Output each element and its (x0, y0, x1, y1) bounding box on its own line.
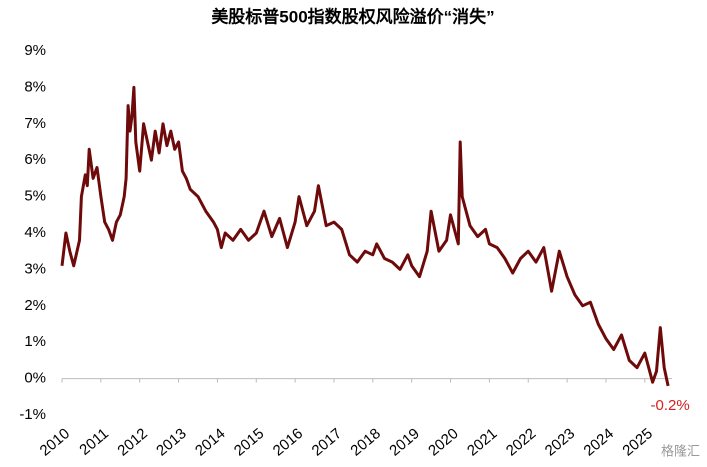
chart-title: 美股标普500指数股权风险溢价“消失” (211, 6, 494, 26)
watermark: 格隆汇 (661, 443, 700, 458)
x-tick-label: 2025 (619, 425, 655, 459)
x-tick-label: 2014 (192, 425, 228, 459)
x-tick-label: 2024 (581, 425, 617, 459)
y-tick-label: 1% (24, 333, 46, 350)
y-tick-label: 5% (24, 188, 46, 205)
x-tick-label: 2012 (114, 425, 150, 459)
y-tick-label: 3% (24, 260, 46, 277)
x-tick-label: 2011 (76, 425, 112, 459)
x-tick-label: 2023 (542, 425, 578, 459)
y-tick-label: 2% (24, 297, 46, 314)
x-tick-label: 2020 (425, 425, 461, 459)
y-tick-label: -1% (19, 406, 46, 423)
y-tick-label: 7% (24, 115, 46, 132)
x-tick-label: 2018 (347, 425, 383, 459)
x-tick-label: 2016 (270, 425, 306, 459)
y-tick-label: 4% (24, 224, 46, 241)
y-tick-label: 6% (24, 151, 46, 168)
x-tick-label: 2017 (309, 425, 345, 459)
x-tick-label: 2013 (153, 425, 189, 459)
x-tick-label: 2019 (386, 425, 422, 459)
x-tick-label: 2022 (503, 425, 539, 459)
line-series (60, 85, 670, 387)
x-tick-label: 2015 (231, 425, 267, 459)
y-tick-label: 9% (24, 42, 46, 59)
y-tick-label: 8% (24, 78, 46, 95)
x-tick-label: 2021 (464, 425, 500, 459)
x-tick-label: 2010 (37, 425, 73, 459)
y-tick-label: 0% (24, 370, 46, 387)
annotation: -0.2% (651, 397, 690, 414)
